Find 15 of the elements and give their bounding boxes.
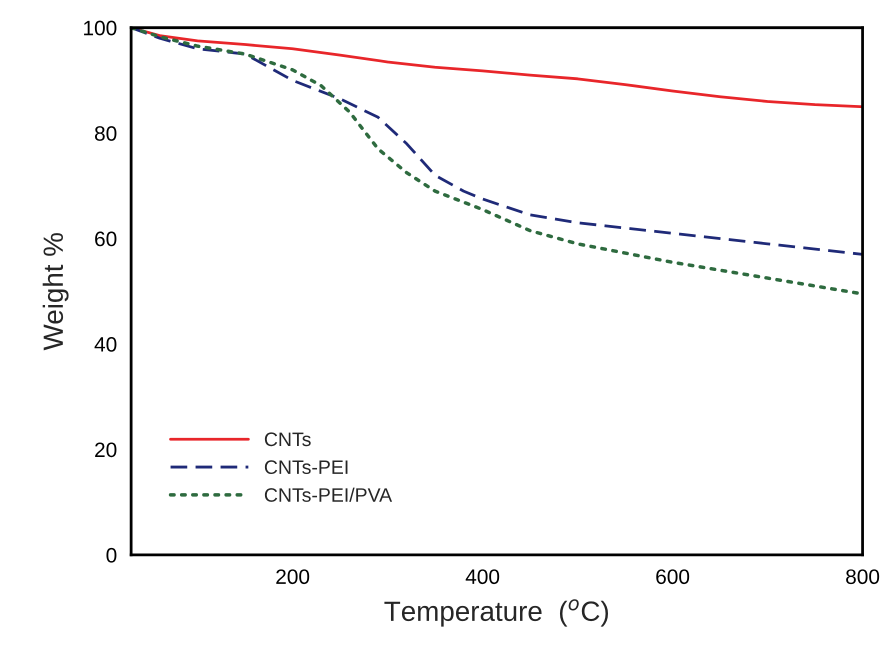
legend-label: CNTs-PEI	[264, 460, 348, 474]
y-tick-label: 60	[95, 232, 116, 246]
legend-label: CNTs	[264, 432, 311, 446]
x-axis-title: Temperature ($^{o}$C)	[384, 599, 608, 627]
legend-label: CNTs-PEI/PVA	[264, 488, 392, 502]
y-tick-label: 20	[95, 442, 116, 458]
y-tick-label: 100	[84, 20, 116, 36]
y-tick-label: 80	[94, 126, 116, 141]
x-tick-label: 600	[656, 569, 690, 584]
x-tick-label: 200	[276, 569, 310, 584]
y-tick-label: 40	[94, 337, 116, 352]
y-axis-title: Weight %	[42, 233, 69, 350]
x-tick-label: 400	[466, 569, 500, 584]
y-tick-label: 0	[106, 548, 116, 563]
x-tick-label: 800	[846, 569, 880, 584]
